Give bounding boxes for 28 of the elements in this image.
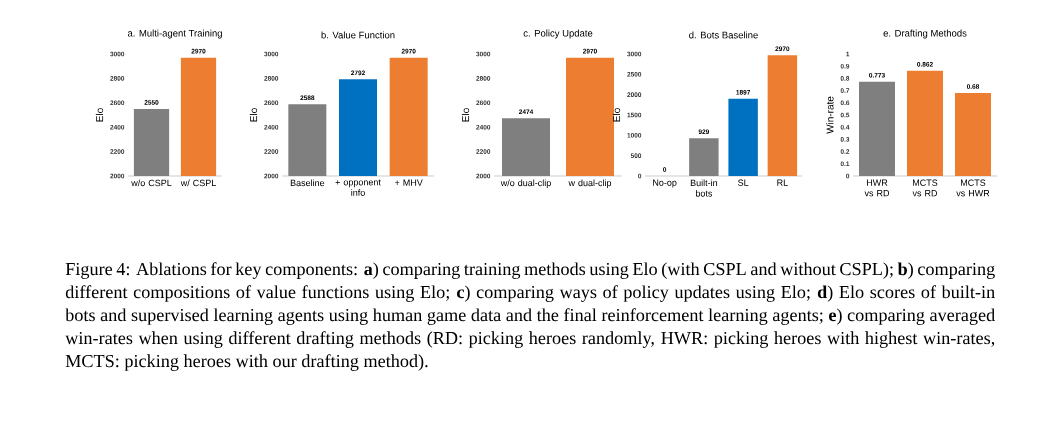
text: Figure 4: Ablations for key components: a) comparing training methods using Elo (with CSPL and without CSPL); b) comparing different compositions of value functions using Elo; c) comparing ways of policy updates using Elo; d) Elo scores of built-in bots and supervised learning agents using human game data and the final reinforcement learning agents; e) comparing averaged win-rates when using different drafting methods (RD: picking heroes randomly, HWR: picking heroes with highest win-rates, MCTS: picking heroes with our drafting method). bbox=[65, 262, 995, 371]
x-tick-label: + MHV bbox=[394, 179, 423, 186]
x-tick-label: No-op bbox=[653, 179, 677, 188]
chart-title: b. Value Function bbox=[321, 31, 395, 39]
x-tick-label: w dual-clip bbox=[568, 179, 612, 188]
x-tick-label: Built-in bots bbox=[690, 179, 718, 197]
x-tick-label: MCTS vs HWR bbox=[956, 179, 990, 197]
x-tick-label: + opponent info bbox=[335, 179, 381, 196]
x-tick-label: w/o CSPL bbox=[131, 179, 172, 187]
chart-title: c. Policy Update bbox=[523, 29, 593, 39]
y-axis-title: Elo bbox=[249, 108, 258, 122]
x-tick-label: MCTS vs RD bbox=[912, 179, 938, 197]
y-axis-title: Elo bbox=[95, 108, 104, 122]
bar bbox=[728, 98, 758, 176]
x-tick-label: SL bbox=[738, 179, 749, 186]
chart-title: e. Drafting Methods bbox=[883, 29, 967, 39]
y-axis-title: Win-rate bbox=[826, 96, 834, 134]
x-tick-label: RL bbox=[777, 179, 788, 186]
x-tick-label: w/ CSPL bbox=[180, 179, 216, 187]
chart-title: d. Bots Baseline bbox=[689, 31, 758, 39]
bar bbox=[689, 138, 719, 176]
x-tick-label: HWR vs RD bbox=[864, 179, 890, 197]
chart-title: a. Multi-agent Training bbox=[127, 29, 222, 39]
x-tick-label: w/o dual-clip bbox=[500, 179, 551, 188]
y-axis-title: Elo bbox=[612, 108, 621, 122]
y-axis-title: Elo bbox=[461, 108, 470, 122]
x-tick-label: Baseline bbox=[290, 179, 325, 187]
bar bbox=[767, 55, 798, 176]
